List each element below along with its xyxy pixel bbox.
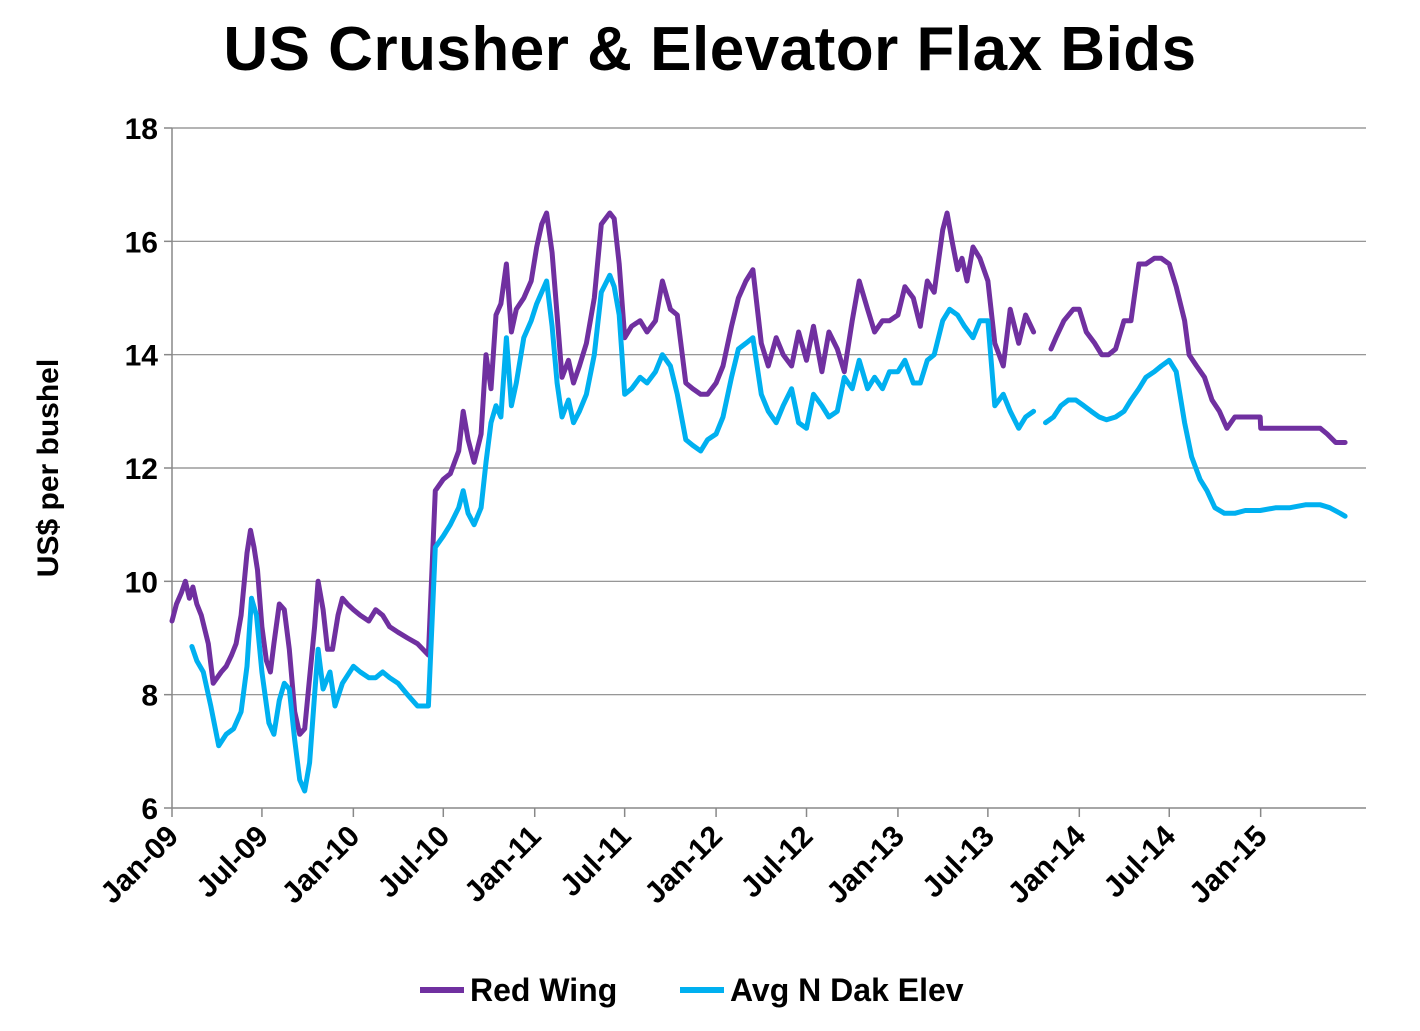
x-tick-label: Jul-09 xyxy=(190,820,275,905)
y-tick-label: 6 xyxy=(141,793,158,826)
x-tick-label: Jan-09 xyxy=(94,820,185,911)
x-tick-label: Jan-13 xyxy=(820,820,911,911)
series-line-1 xyxy=(189,272,1348,794)
series-line-0 xyxy=(169,210,1348,737)
y-tick-label: 10 xyxy=(125,566,158,599)
x-tick-label: Jul-14 xyxy=(1098,819,1183,904)
y-tick-label: 16 xyxy=(125,226,158,259)
x-tick-label: Jan-14 xyxy=(1002,819,1093,910)
y-tick-label: 14 xyxy=(125,340,159,373)
legend-label-1: Avg N Dak Elev xyxy=(730,972,964,1008)
y-tick-label: 18 xyxy=(125,113,158,146)
y-tick-label: 8 xyxy=(141,680,158,713)
gridlines xyxy=(164,127,1366,817)
x-tick-label: Jan-10 xyxy=(276,820,367,911)
y-axis-title: US$ per bushel xyxy=(32,359,65,577)
x-tick-label: Jul-12 xyxy=(735,820,820,905)
chart-title: US Crusher & Elevator Flax Bids xyxy=(223,15,1197,84)
x-tick-label: Jan-11 xyxy=(458,820,547,909)
x-tick-labels: Jan-09 Jul-09 Jan-10 Jul-10 Jan-11 Jul-11 Jan-… xyxy=(94,819,1273,910)
axes xyxy=(171,128,1366,809)
x-tick-label: Jul-10 xyxy=(372,820,457,905)
legend: Red Wing Avg N Dak Elev xyxy=(420,972,964,1008)
y-tick-label: 12 xyxy=(125,453,158,486)
x-tick-label: Jan-15 xyxy=(1183,820,1274,911)
y-tick-labels: 6 8 10 12 14 16 18 xyxy=(125,113,159,826)
x-tick-label: Jan-12 xyxy=(638,820,729,911)
series-lines xyxy=(169,210,1348,794)
legend-label-0: Red Wing xyxy=(470,972,617,1008)
x-tick-label: Jul-11 xyxy=(554,820,637,903)
x-tick-label: Jul-13 xyxy=(916,820,1001,905)
